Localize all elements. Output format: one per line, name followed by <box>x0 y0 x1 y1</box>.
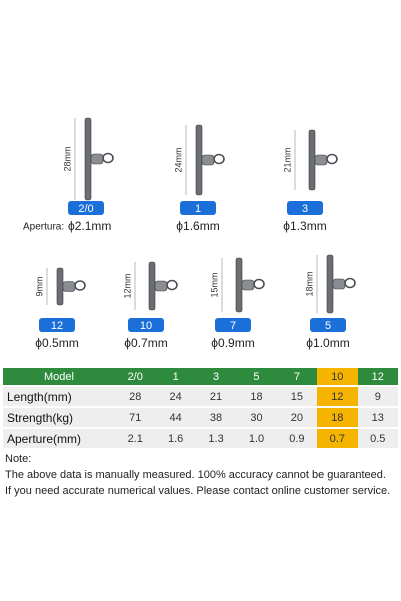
swivel-ring <box>344 277 356 289</box>
header-cell: 2/0 <box>115 368 156 387</box>
swivel-barrel <box>314 154 328 166</box>
cell: 18 <box>236 386 277 408</box>
header-cell: 7 <box>276 368 318 387</box>
swivel-bar <box>326 254 334 314</box>
swivel-bar <box>235 257 243 313</box>
header-cell: Model <box>3 368 115 387</box>
swivel-bar <box>195 124 203 196</box>
swivel-ring <box>253 278 265 290</box>
cell: 13 <box>357 407 398 429</box>
header-cell: 10 <box>317 368 358 387</box>
swivel-ring <box>166 279 178 291</box>
cell: 30 <box>236 407 277 429</box>
swivel-barrel <box>332 278 346 290</box>
aperture-label: ϕ0.9mm <box>211 336 254 350</box>
header-cell: 12 <box>357 368 398 387</box>
cell: 18 <box>317 407 358 429</box>
size-badge <box>68 201 104 215</box>
length-label: 15mm <box>209 272 219 297</box>
swivel-ring <box>326 153 338 165</box>
length-label: 24mm <box>173 147 183 172</box>
row-label: Length(mm) <box>3 386 115 408</box>
length-label: 12mm <box>122 273 132 298</box>
cell: 44 <box>155 407 196 429</box>
size-badge <box>39 318 75 332</box>
aperture-label: ϕ0.5mm <box>35 336 78 350</box>
swivel-ring <box>102 152 114 164</box>
cell: 71 <box>115 407 156 429</box>
table-row: Strength(kg) 71 44 38 30 20 18 13 <box>3 407 398 429</box>
aperture-label: ϕ1.3mm <box>283 219 326 233</box>
size-label: 2/0 <box>78 203 93 215</box>
swivel-bar <box>308 129 316 191</box>
header-cell: 5 <box>236 368 277 387</box>
size-label: 3 <box>302 203 308 215</box>
note: Note: The above data is manually measure… <box>5 451 390 499</box>
cell: 28 <box>115 386 156 408</box>
aperture-label: ϕ0.7mm <box>124 336 167 350</box>
swivel-barrel <box>90 153 104 165</box>
aperture-prefix: Apertura: <box>23 222 64 233</box>
spec-table: Model 2/0 1 3 5 7 10 12 Length(mm) 28 24 21 18 15 12 9 S… <box>3 368 398 450</box>
row-label: Aperture(mm) <box>3 428 115 450</box>
header-cell: 1 <box>155 368 196 387</box>
length-label: 28mm <box>62 146 72 171</box>
swivel-bar <box>84 117 92 201</box>
size-badge <box>180 201 216 215</box>
swivel-barrel <box>201 154 215 166</box>
length-label: 9mm <box>34 277 44 297</box>
size-badge <box>310 318 346 332</box>
size-badge <box>287 201 323 215</box>
note-title: Note: <box>5 453 32 465</box>
length-label: 21mm <box>282 147 292 172</box>
table-row: Length(mm) 28 24 21 18 15 12 9 <box>3 386 398 408</box>
swivel-ring <box>213 153 225 165</box>
note-line: The above data is manually measured. 100… <box>5 469 386 481</box>
swivel-barrel <box>154 280 168 292</box>
note-line: If you need accurate numerical values. P… <box>5 485 391 497</box>
cell: 0.7 <box>317 428 358 450</box>
cell: 24 <box>155 386 196 408</box>
size-label: 5 <box>325 320 331 332</box>
cell: 12 <box>317 386 358 408</box>
size-label: 10 <box>140 320 152 332</box>
length-label: 18mm <box>304 271 314 296</box>
aperture-label: ϕ2.1mm <box>68 219 111 233</box>
size-label: 7 <box>230 320 236 332</box>
cell: 1.0 <box>236 428 277 450</box>
header-row: Model 2/0 1 3 5 7 10 12 <box>3 368 398 387</box>
size-badge <box>128 318 164 332</box>
cell: 1.6 <box>155 428 196 450</box>
table-row: Aperture(mm) 2.1 1.6 1.3 1.0 0.9 0.7 0.5 <box>3 428 398 450</box>
cell: 20 <box>276 407 318 429</box>
size-label: 1 <box>195 203 201 215</box>
cell: 38 <box>195 407 237 429</box>
aperture-label: ϕ1.6mm <box>176 219 219 233</box>
products: 28mm 2/0 Apertura: ϕ2.1mm 24mm 1 ϕ1.6mm 21mm 3 ϕ1… <box>23 117 356 350</box>
size-badge <box>215 318 251 332</box>
cell: 15 <box>276 386 318 408</box>
swivel-barrel <box>62 281 76 292</box>
cell: 9 <box>357 386 398 408</box>
row-label: Strength(kg) <box>3 407 115 429</box>
header-cell: 3 <box>195 368 237 387</box>
swivel-bar <box>148 261 156 311</box>
size-label: 12 <box>51 320 63 332</box>
cell: 21 <box>195 386 237 408</box>
cell: 0.5 <box>357 428 398 450</box>
swivel-barrel <box>241 279 255 291</box>
cell: 0.9 <box>276 428 318 450</box>
swivel-bar <box>56 267 64 306</box>
cell: 1.3 <box>195 428 237 450</box>
cell: 2.1 <box>115 428 156 450</box>
aperture-label: ϕ1.0mm <box>306 336 349 350</box>
swivel-ring <box>74 280 86 291</box>
